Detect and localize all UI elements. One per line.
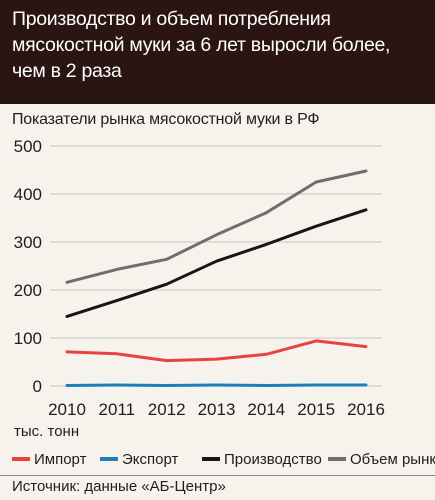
legend-label: Объем рынка — [350, 451, 435, 468]
x-axis: 2010 2011 2012 2013 2014 2015 2016 — [48, 400, 385, 419]
unit-label: тыс. тонн — [14, 423, 80, 440]
header-title: Производство и объем потребления мясокос… — [12, 8, 391, 82]
series-line — [65, 383, 368, 387]
x-tick-label: 2016 — [347, 400, 385, 419]
legend-label: Импорт — [34, 451, 87, 468]
series-line — [65, 339, 368, 363]
header-banner: Производство и объем потребления мясокос… — [0, 0, 435, 104]
y-tick-label: 0 — [33, 377, 42, 396]
x-tick-label: 2012 — [148, 400, 186, 419]
x-tick-label: 2011 — [99, 400, 136, 419]
series-line — [65, 208, 368, 318]
y-tick-label: 500 — [14, 137, 42, 156]
source-note: Источник: данные «АБ-Центр» — [12, 478, 226, 495]
series-line — [65, 169, 368, 284]
y-tick-label: 400 — [14, 185, 42, 204]
chart-title: Показатели рынка мясокостной муки в РФ — [12, 111, 320, 128]
y-axis: 0 100 200 300 400 500 — [14, 137, 382, 396]
legend-swatch — [12, 457, 30, 461]
x-tick-label: 2010 — [48, 400, 86, 419]
legend-swatch — [100, 457, 118, 461]
legend-swatch — [202, 457, 220, 461]
source-divider — [0, 475, 435, 476]
x-tick-label: 2015 — [297, 400, 335, 419]
y-tick-label: 200 — [14, 281, 42, 300]
x-tick-label: 2014 — [247, 400, 285, 419]
legend-label: Экспорт — [122, 451, 179, 468]
x-tick-label: 2013 — [198, 400, 236, 419]
y-tick-label: 100 — [14, 329, 42, 348]
legend-swatch — [328, 457, 346, 461]
line-chart: 0 100 200 300 400 500 2010 2011 2012 2013 2014 2015… — [14, 137, 385, 419]
legend-label: Производство — [224, 451, 322, 468]
y-tick-label: 300 — [14, 233, 42, 252]
